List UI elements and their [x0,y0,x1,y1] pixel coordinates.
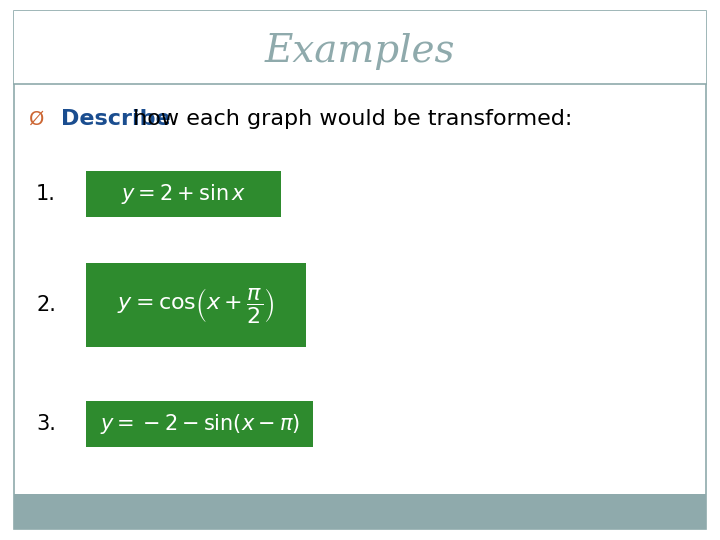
Text: how each graph would be transformed:: how each graph would be transformed: [126,109,572,129]
Text: 2.: 2. [36,295,56,315]
FancyBboxPatch shape [14,11,706,84]
Text: $y = -2 - \sin(x - \pi)$: $y = -2 - \sin(x - \pi)$ [100,412,300,436]
Text: $y = \cos\!\left(x + \dfrac{\pi}{2}\right)$: $y = \cos\!\left(x + \dfrac{\pi}{2}\righ… [117,286,275,325]
FancyBboxPatch shape [86,263,306,347]
Text: 1.: 1. [36,184,56,205]
Text: Examples: Examples [265,33,455,70]
FancyBboxPatch shape [14,494,706,529]
FancyBboxPatch shape [86,401,313,447]
Text: Ø: Ø [29,109,44,129]
FancyBboxPatch shape [86,172,281,217]
Text: $y = 2 + \sin x$: $y = 2 + \sin x$ [121,183,246,206]
Text: 3.: 3. [36,414,56,434]
Text: Describe: Describe [61,109,171,129]
